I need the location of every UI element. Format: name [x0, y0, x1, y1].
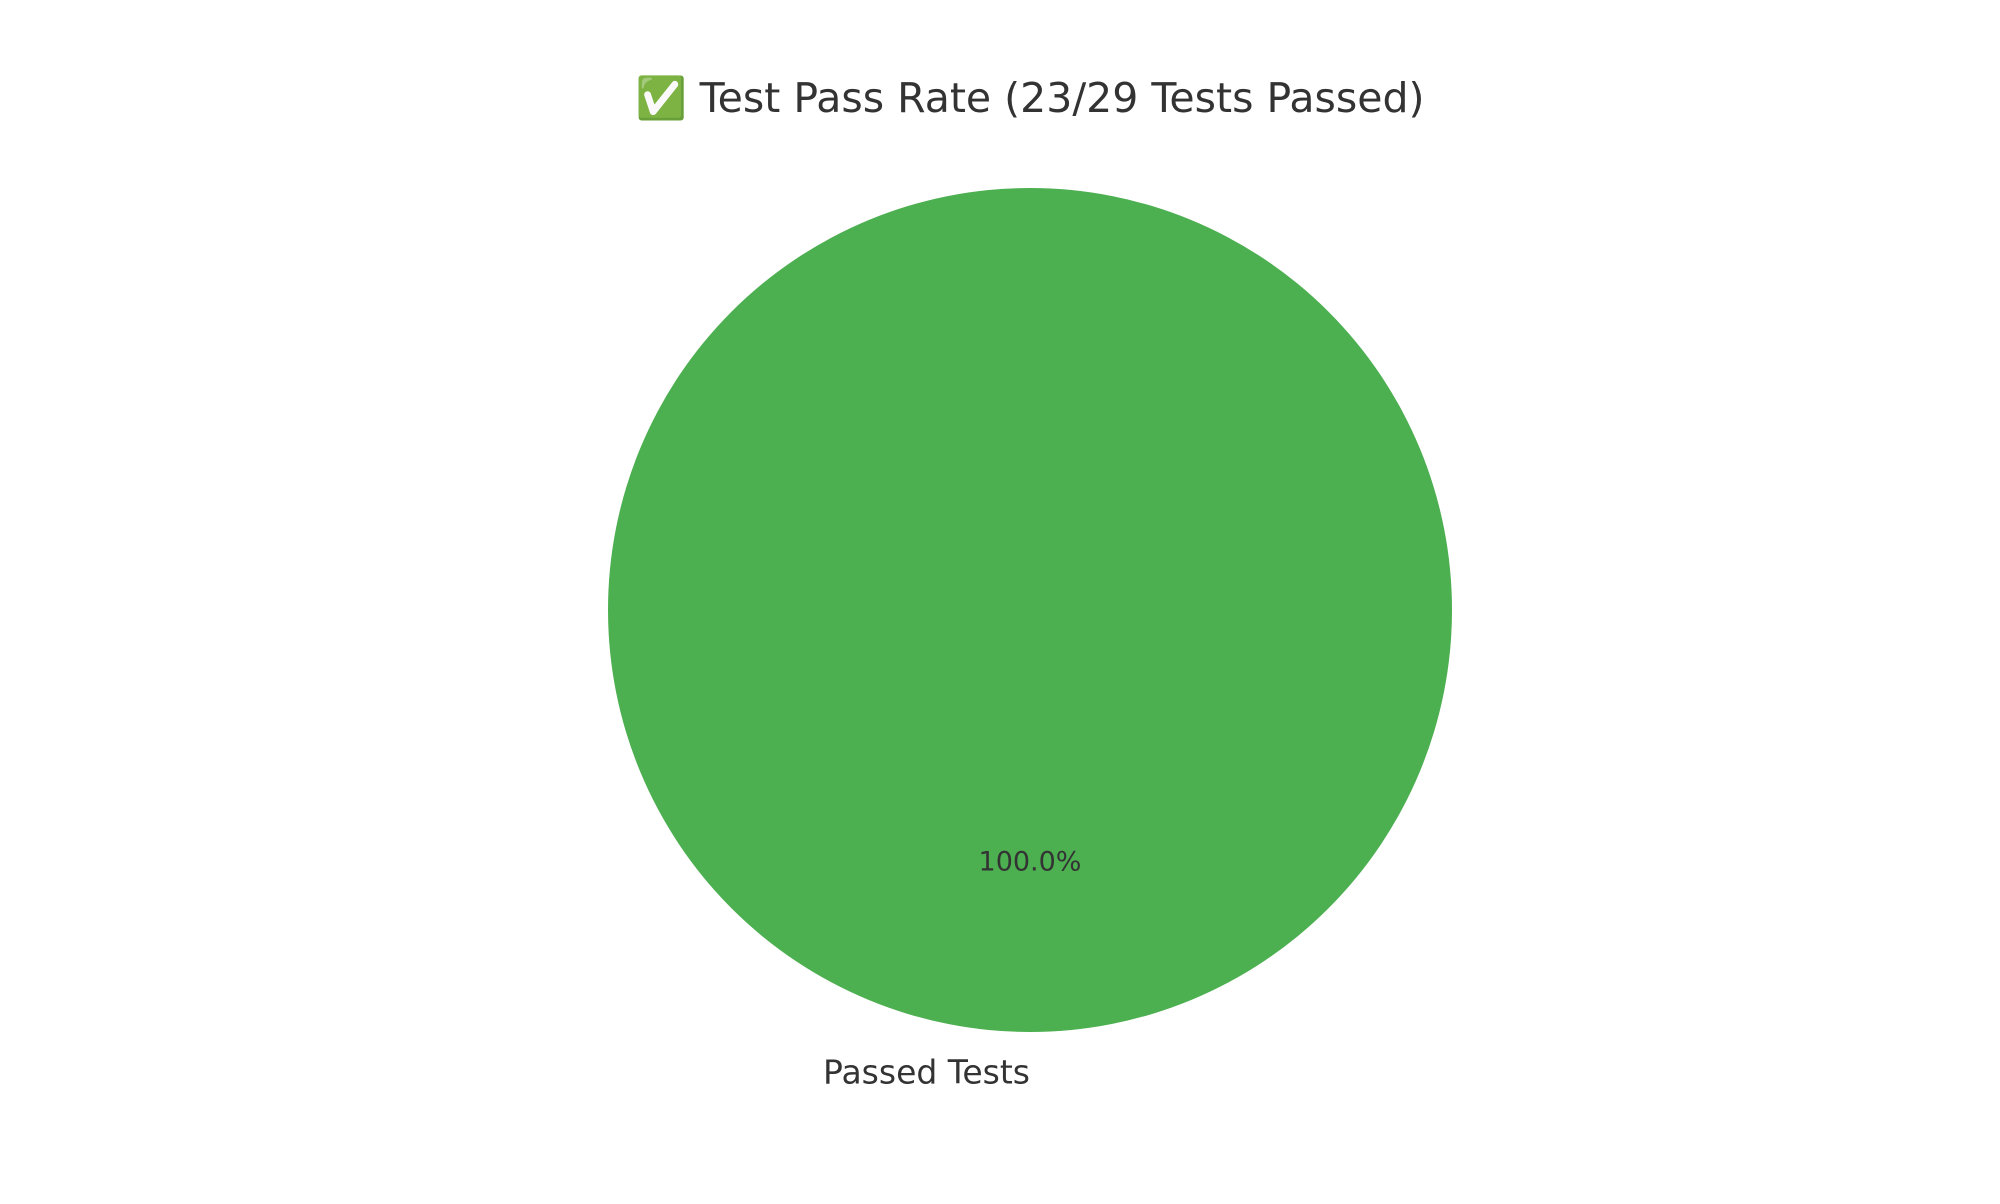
slices-layer [608, 188, 1452, 1032]
slice-category-label-0: Passed Tests [823, 1053, 1030, 1092]
labels-layer: 100.0% Passed Tests [823, 847, 1081, 1092]
chart-title: ✅ Test Pass Rate (23/29 Tests Passed) [636, 74, 1425, 122]
slice-percent-label-0: 100.0% [979, 847, 1082, 878]
pie-slice-0 [608, 188, 1452, 1032]
